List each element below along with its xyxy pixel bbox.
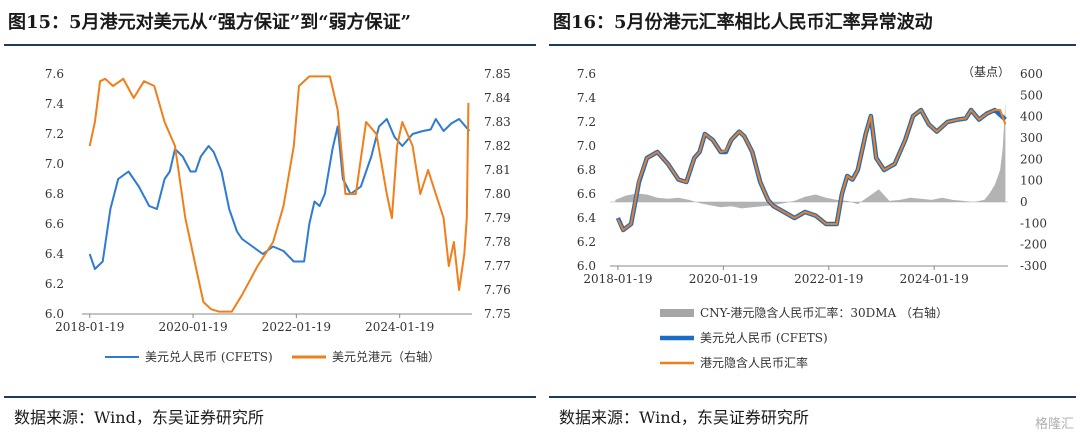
- y-left-tick-label: 6.0: [577, 259, 596, 273]
- y-right-tick-label: -300: [1020, 259, 1047, 273]
- y-right-tick-label: 7.77: [484, 259, 511, 273]
- y-right-tick-label: 7.85: [484, 67, 511, 81]
- y-right-tick-label: 7.78: [484, 235, 511, 249]
- legend-label: 港元隐含人民币汇率: [700, 355, 808, 370]
- y-right-tick-label: 7.82: [484, 139, 511, 153]
- source-note: 数据来源：Wind，东吴证券研究所: [559, 408, 809, 427]
- y-right-tick-label: 7.83: [484, 115, 511, 129]
- series-line: [615, 107, 1007, 233]
- y-left-tick-label: 7.6: [45, 67, 64, 81]
- y-left-tick-label: 7.0: [577, 139, 596, 153]
- chart-usd-cny-vs-usd-hkd: 6.0 6.2 6.4 6.6 6.8 7.0 7.2 7.4 7.6 7.75 7.76 7.77 7…: [45, 67, 511, 364]
- y-left-tick-label: 6.2: [577, 235, 596, 249]
- title-rule: [549, 44, 1076, 46]
- y-right-tick-label: 7.80: [484, 187, 511, 201]
- y-left-tick-label: 6.4: [45, 247, 64, 261]
- y-right-tick-label: 500: [1020, 88, 1043, 102]
- y-right-tick-label: -200: [1020, 238, 1047, 252]
- legend-label: 美元兑港元（右轴）: [332, 349, 440, 364]
- y-left-tick-label: 6.2: [45, 277, 64, 291]
- y-right-tick-label: 7.81: [484, 163, 511, 177]
- series-line: [88, 118, 471, 270]
- legend-label: 美元兑人民币 (CFETS): [700, 331, 828, 345]
- y-left-tick-label: 6.6: [45, 217, 64, 231]
- y-right-tick-label: 100: [1020, 174, 1043, 188]
- x-tick-label: 2020-01-19: [158, 320, 227, 334]
- watermark-logo: 格隆汇: [1034, 417, 1074, 432]
- y-right-tick-label: -100: [1020, 216, 1047, 230]
- series-line: [617, 109, 1007, 231]
- chart-title: 图15：5月港元对美元从“强方保证”到“弱方保证”: [8, 12, 411, 33]
- source-note: 数据来源：Wind，东吴证券研究所: [14, 408, 264, 427]
- legend-label: 美元兑人民币 (CFETS): [145, 350, 273, 364]
- x-tick-label: 2022-01-19: [262, 320, 331, 334]
- chart-panel-usd-cny-hkd: 图15：5月港元对美元从“强方保证”到“弱方保证” 6.0 6.2 6.4 6.6 6.…: [4, 12, 536, 427]
- y-right-tick-label: 200: [1020, 152, 1043, 166]
- y-left-tick-label: 7.2: [45, 127, 64, 141]
- x-tick-label: 2024-01-19: [365, 320, 434, 334]
- source-rule: [4, 396, 536, 398]
- x-tick-label: 2020-01-19: [689, 272, 758, 286]
- y-right-tick-label: 7.75: [484, 307, 511, 321]
- y-right-tick-label: 7.79: [484, 211, 511, 225]
- y-right-tick-label: 7.84: [484, 91, 511, 105]
- series-line: [88, 75, 470, 313]
- y-left-tick-label: 6.0: [45, 307, 64, 321]
- right-axis-unit-label: （基点）: [962, 65, 1010, 79]
- series-area-cny-hkd-spread: [615, 101, 1006, 209]
- y-right-tick-label: 0: [1020, 195, 1028, 209]
- legend-label: CNY-港元隐含人民币汇率：30DMA （右轴）: [700, 305, 948, 320]
- x-tick-label: 2022-01-19: [794, 272, 863, 286]
- y-left-tick-label: 7.2: [577, 115, 596, 129]
- chart-title: 图16：5月份港元汇率相比人民币汇率异常波动: [553, 12, 933, 33]
- chart-hkd-implied-cny: 6.0 6.2 6.4 6.6 6.8 7.0 7.2 7.4 7.6 -300 -200 -100 0…: [577, 65, 1047, 370]
- y-left-tick-label: 7.4: [577, 91, 596, 105]
- y-right-tick-label: 7.76: [484, 283, 511, 297]
- y-right-tick-label: 400: [1020, 110, 1043, 124]
- y-right-tick-label: 600: [1020, 67, 1043, 81]
- y-left-tick-label: 6.4: [577, 211, 596, 225]
- y-left-tick-label: 7.6: [577, 67, 596, 81]
- y-left-tick-label: 7.4: [45, 97, 64, 111]
- chart-panel-hkd-implied-cny: 图16：5月份港元汇率相比人民币汇率异常波动 6.0 6.2 6.4 6.6 6.8 7.…: [545, 0, 1080, 438]
- x-tick-label: 2018-01-19: [583, 272, 652, 286]
- y-left-tick-label: 7.0: [45, 157, 64, 171]
- legend-swatch: [660, 309, 694, 317]
- source-rule: [549, 396, 1076, 398]
- y-left-tick-label: 6.6: [577, 187, 596, 201]
- x-tick-label: 2018-01-19: [55, 320, 124, 334]
- y-left-tick-label: 6.8: [577, 163, 596, 177]
- y-left-tick-label: 6.8: [45, 187, 64, 201]
- title-rule: [4, 44, 536, 46]
- x-tick-label: 2024-01-19: [900, 272, 969, 286]
- y-right-tick-label: 300: [1020, 131, 1043, 145]
